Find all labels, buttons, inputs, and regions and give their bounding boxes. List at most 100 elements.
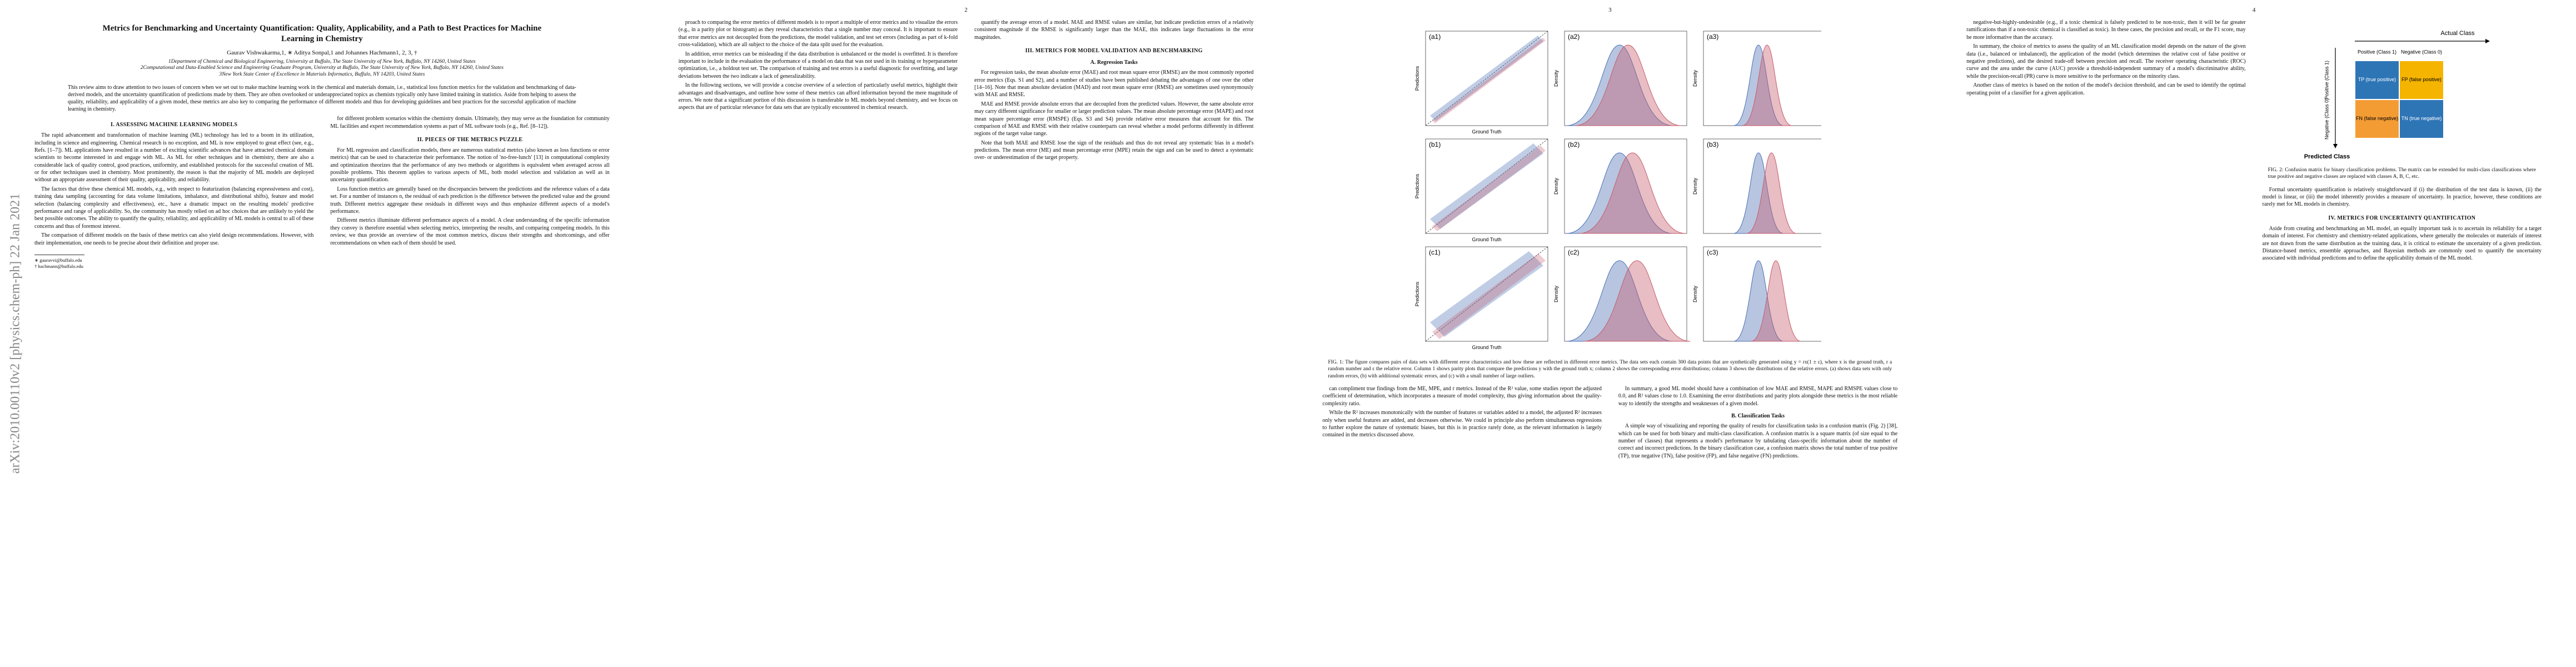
paragraph: MAE and RMSE provide absolute errors tha… <box>974 101 1254 137</box>
density-curve <box>1733 44 1783 126</box>
plot-frame <box>1564 138 1687 234</box>
panel-label: (b1) <box>1429 141 1441 148</box>
axis-title: Density <box>1692 177 1698 195</box>
matrix-label: Actual Class <box>2440 30 2475 37</box>
scatter-cloud <box>1429 36 1543 121</box>
page-number: 2 <box>964 7 968 13</box>
paper-page: 3 (a1) Ground Truth Predictions (a2) Density(… <box>1288 0 1932 667</box>
columns: can compliment true findings from the ME… <box>1323 385 1898 461</box>
column-header: Positive (Class 1) <box>2358 49 2396 54</box>
text-column: Actual Class Positive (Class 1) Negative (… <box>2263 19 2542 264</box>
subsection-heading: A. Regression Tasks <box>1090 59 1138 66</box>
cell-text: FP (false positive) <box>2401 77 2442 82</box>
page-number: 4 <box>2252 7 2256 13</box>
axis-label: Predicted Class <box>2304 153 2350 160</box>
columns: I. ASSESSING MACHINE LEARNING MODELS The … <box>34 115 610 270</box>
scatter-cloud <box>1429 251 1543 337</box>
cell-label: FP (false positive) <box>2401 77 2442 82</box>
paragraph: negative-but-highly-undesirable (e.g., i… <box>1966 19 2246 41</box>
paper-page: 4 negative-but-highly-undesirable (e.g., … <box>1932 0 2576 667</box>
paragraph: Aside from creating and benchmarking an … <box>2262 225 2542 262</box>
paragraph: In summary, the choice of metrics to ass… <box>1966 43 2246 79</box>
paragraph: proach to comparing the error metrics of… <box>678 19 958 48</box>
axis-title: Density <box>1692 69 1698 87</box>
cell-text: TN (true negative) <box>2401 116 2442 121</box>
scatter-cloud <box>1432 253 1546 339</box>
cell-label: TN (true negative) <box>2401 116 2442 121</box>
figure-wrap: (a1) Ground Truth Predictions (a2) Density (a… <box>1323 23 1898 357</box>
arrow-head <box>2333 144 2338 148</box>
panel-label: (a3) <box>1707 33 1718 41</box>
axis-title: Ground Truth <box>1472 129 1501 135</box>
paper-page: 2 proach to comparing the error metrics o… <box>644 0 1288 667</box>
density-curve <box>1746 152 1797 234</box>
figure-1: (a1) Ground Truth Predictions (a2) Density (a… <box>1414 31 1821 350</box>
figure-caption: FIG. 1: The figure compares pairs of dat… <box>1328 360 1892 379</box>
confusion-matrix: Actual Class Positive (Class 1) Negative (… <box>2304 30 2490 160</box>
paragraph: The comparison of different models on th… <box>34 232 314 246</box>
column-header: Negative (Class 0) <box>2401 49 2442 54</box>
matrix-cell <box>2354 60 2400 100</box>
paragraph: Different metrics illuminate different p… <box>330 217 610 246</box>
density-curve <box>1733 152 1783 234</box>
columns: proach to comparing the error metrics of… <box>679 19 1254 163</box>
matrix-cell <box>2398 60 2444 100</box>
text-column: In summary, a good ML model should have … <box>1618 385 1897 461</box>
section-heading: I. ASSESSING MACHINE LEARNING MODELS <box>111 122 238 128</box>
paragraph: For ML regression and classification mod… <box>330 147 610 183</box>
paragraph: Note that both MAE and RMSE lose the sig… <box>974 140 1254 161</box>
page-number: 3 <box>1608 7 1612 13</box>
cell-text: FN (false negative) <box>2356 116 2398 121</box>
density-curve <box>1751 260 1801 342</box>
affiliation: 2Computational and Data-Enabled Science … <box>140 65 504 71</box>
text-column: I. ASSESSING MACHINE LEARNING MODELS The … <box>34 115 313 270</box>
scatter-cloud <box>1432 146 1546 231</box>
paragraph: In the following sections, we will provi… <box>678 82 958 111</box>
cell-label: FN (false negative) <box>2356 116 2398 121</box>
paper-header: Metrics for Benchmarking and Uncertainty… <box>57 23 587 78</box>
plot-frame <box>1564 246 1687 342</box>
section-heading: III. METRICS FOR MODEL VALIDATION AND BE… <box>1025 48 1203 54</box>
axis-title: Predictions <box>1414 66 1420 91</box>
subsection-heading: B. Classification Tasks <box>1731 413 1785 420</box>
plot-frame <box>1703 31 1821 126</box>
density-curve <box>1566 44 1673 126</box>
panel-label: (b3) <box>1707 141 1718 148</box>
axis-title: Ground Truth <box>1472 237 1501 242</box>
axis-title: Density <box>1553 177 1559 195</box>
paragraph: The rapid advancement and transformation… <box>34 132 314 183</box>
panel-label: (c2) <box>1568 248 1580 256</box>
paragraph: In addition, error metrics can be mislea… <box>678 51 958 79</box>
affiliation: 3New York State Center of Excellence in … <box>219 72 425 78</box>
panel-label: (a1) <box>1429 33 1441 41</box>
paragraph: A simple way of visualizing and reportin… <box>1618 423 1898 459</box>
density-curve <box>1575 44 1682 126</box>
density-curve <box>1583 260 1691 342</box>
paragraph: for different problem scenarios within t… <box>330 116 610 130</box>
paper-title: Metrics for Benchmarking and Uncertainty… <box>102 24 542 43</box>
text-column: proach to comparing the error metrics of… <box>679 19 958 163</box>
parity-line <box>1425 138 1548 234</box>
density-curve <box>1566 152 1673 234</box>
section-heading: II. PIECES OF THE METRICS PUZZLE <box>417 136 523 143</box>
affiliation: 1Department of Chemical and Biological E… <box>168 58 476 64</box>
paper-page: Metrics for Benchmarking and Uncertainty… <box>0 0 644 667</box>
panel-label: (b2) <box>1568 141 1580 148</box>
row-header: Positive (Class 1) <box>2324 61 2329 99</box>
paragraph: can compliment true findings from the ME… <box>1322 386 1602 407</box>
density-curve <box>1566 260 1673 342</box>
scatter-cloud <box>1429 143 1543 229</box>
axis-title: Density <box>1553 285 1559 302</box>
paragraph: quantify the average errors of a model. … <box>974 19 1254 41</box>
paragraph: The factors that drive these chemical ML… <box>34 186 314 230</box>
plot-frame <box>1703 138 1821 234</box>
parity-line <box>1425 31 1548 126</box>
abstract: This review aims to draw attention to tw… <box>68 84 576 113</box>
columns: negative-but-highly-undesirable (e.g., i… <box>1966 19 2542 264</box>
axis-title: Density <box>1553 69 1559 87</box>
axis-title: Predictions <box>1414 173 1420 198</box>
cell-text: TP (true positive) <box>2358 77 2396 82</box>
density-curve <box>1742 44 1792 126</box>
